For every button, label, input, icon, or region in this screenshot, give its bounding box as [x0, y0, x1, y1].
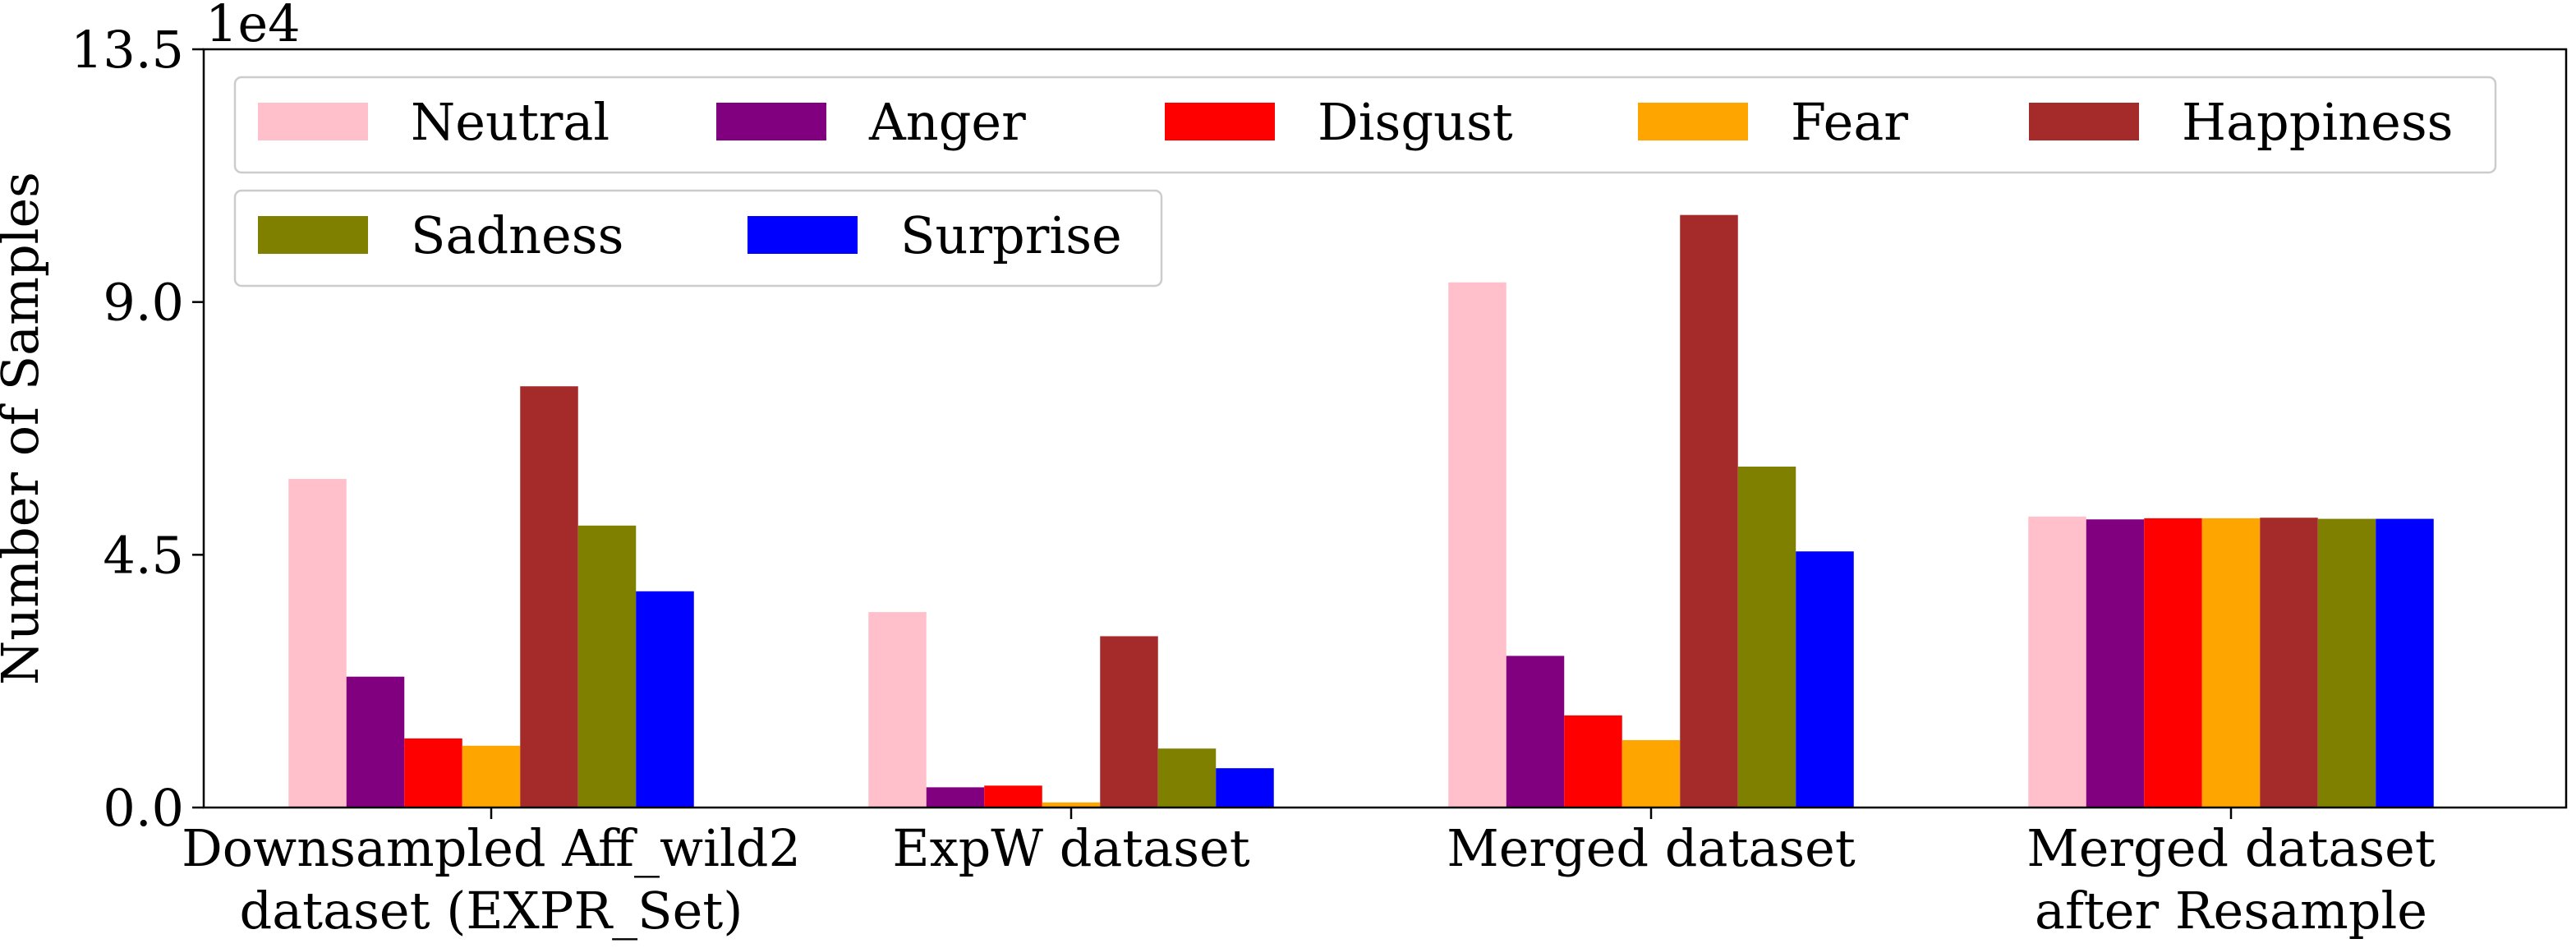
- bar-sadness-2: [1737, 466, 1796, 808]
- y-axis-multiplier: 1e4: [205, 0, 301, 53]
- bar-neutral-3: [2028, 516, 2086, 808]
- bar-sadness-0: [577, 525, 637, 808]
- legend-label-anger: Anger: [868, 92, 1026, 152]
- legend-swatch-surprise: [748, 216, 858, 254]
- bar-neutral-1: [868, 612, 927, 808]
- legend-swatch-happiness: [2029, 103, 2139, 140]
- legend-label-neutral: Neutral: [411, 92, 610, 152]
- bar-fear-0: [462, 745, 521, 808]
- bar-fear-3: [2201, 518, 2261, 808]
- y-tick-label: 0.0: [103, 778, 184, 838]
- bar-anger-2: [1506, 656, 1565, 808]
- bar-fear-1: [1042, 802, 1101, 808]
- bar-neutral-0: [288, 479, 347, 808]
- legend-swatch-disgust: [1165, 103, 1275, 140]
- legend: Neutral Anger Disgust Fear Happiness Sadness S…: [233, 76, 2497, 288]
- bar-anger-0: [346, 676, 405, 808]
- legend-label-surprise: Surprise: [900, 205, 1122, 265]
- bar-happiness-0: [520, 386, 578, 808]
- x-tick-label: dataset (EXPR_Set): [240, 881, 743, 941]
- y-tick-label: 9.0: [103, 273, 184, 333]
- legend-box-row-1: [233, 76, 2497, 174]
- bar-anger-3: [2086, 519, 2145, 808]
- bar-surprise-2: [1796, 551, 1854, 808]
- legend-label-fear: Fear: [1791, 92, 1908, 152]
- bars-group: [288, 214, 2434, 808]
- bar-surprise-3: [2376, 518, 2434, 808]
- x-tick-label: after Resample: [2035, 881, 2427, 941]
- x-tick-label: Merged dataset: [2026, 818, 2436, 878]
- bar-disgust-3: [2144, 518, 2202, 808]
- legend-label-happiness: Happiness: [2182, 92, 2454, 152]
- bar-neutral-2: [1448, 282, 1506, 808]
- bar-surprise-0: [636, 591, 694, 808]
- bar-disgust-2: [1564, 715, 1622, 808]
- bar-sadness-3: [2317, 518, 2376, 808]
- bar-happiness-3: [2260, 518, 2318, 808]
- x-tick-label: ExpW dataset: [892, 818, 1249, 878]
- legend-swatch-fear: [1638, 103, 1748, 140]
- legend-swatch-neutral: [258, 103, 368, 140]
- bar-anger-1: [926, 787, 985, 808]
- legend-box-row-2: [233, 189, 1163, 288]
- legend-label-sadness: Sadness: [411, 205, 623, 265]
- y-axis-label: Number of Samples: [0, 172, 50, 685]
- x-tick-label: Merged dataset: [1447, 818, 1856, 878]
- bar-surprise-1: [1216, 768, 1274, 808]
- legend-swatch-sadness: [258, 216, 368, 254]
- bar-disgust-0: [404, 738, 462, 808]
- y-tick-label: 13.5: [71, 20, 184, 80]
- bar-happiness-2: [1680, 214, 1738, 808]
- legend-label-disgust: Disgust: [1318, 92, 1513, 152]
- y-axis: 0.0 4.5 9.0 13.5: [71, 20, 204, 838]
- bar-disgust-1: [984, 785, 1042, 808]
- bar-happiness-1: [1100, 636, 1158, 808]
- bar-sadness-1: [1157, 748, 1217, 808]
- y-tick-label: 4.5: [103, 525, 184, 585]
- x-tick-label: Downsampled Aff_wild2: [182, 818, 801, 878]
- legend-swatch-anger: [716, 103, 826, 140]
- plot-frame: [202, 48, 2568, 809]
- bar-fear-2: [1622, 739, 1681, 808]
